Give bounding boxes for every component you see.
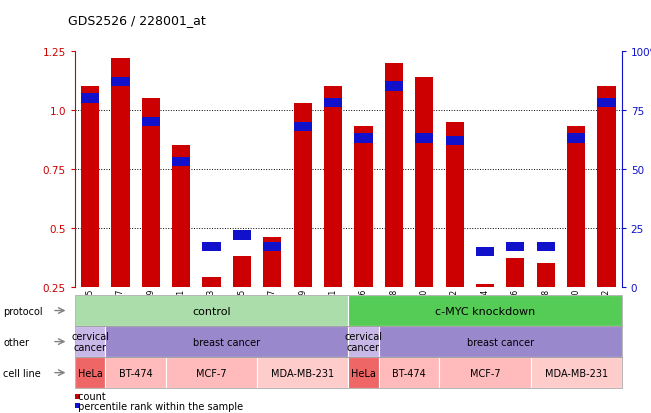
Text: BT-474: BT-474: [118, 368, 152, 378]
Bar: [294, 122, 312, 132]
Bar: [81, 94, 99, 103]
Bar: [142, 99, 160, 346]
Bar: [354, 134, 372, 143]
Text: HeLa: HeLa: [77, 368, 102, 378]
Bar: [263, 242, 281, 252]
Text: c-MYC knockdown: c-MYC knockdown: [435, 306, 535, 316]
Text: MCF-7: MCF-7: [469, 368, 501, 378]
Text: MDA-MB-231: MDA-MB-231: [271, 368, 334, 378]
Bar: [294, 103, 312, 346]
Bar: [476, 285, 494, 346]
Bar: [536, 263, 555, 346]
Bar: [415, 134, 434, 143]
Text: percentile rank within the sample: percentile rank within the sample: [75, 401, 243, 411]
Text: count: count: [75, 392, 105, 401]
Bar: [476, 247, 494, 256]
Text: breast cancer: breast cancer: [193, 337, 260, 347]
Bar: [506, 259, 525, 346]
Bar: [233, 256, 251, 346]
Bar: [233, 230, 251, 240]
Text: cell line: cell line: [3, 368, 41, 378]
Text: protocol: protocol: [3, 306, 43, 316]
Text: BT-474: BT-474: [392, 368, 426, 378]
Bar: [506, 242, 525, 252]
Bar: [111, 59, 130, 346]
Bar: [172, 157, 190, 167]
Bar: [81, 87, 99, 346]
Text: other: other: [3, 337, 29, 347]
Bar: [598, 87, 616, 346]
Text: GDS2526 / 228001_at: GDS2526 / 228001_at: [68, 14, 206, 27]
Bar: [111, 78, 130, 87]
Text: MCF-7: MCF-7: [196, 368, 227, 378]
Bar: [536, 242, 555, 252]
Bar: [202, 278, 221, 346]
Bar: [172, 146, 190, 346]
Bar: [202, 242, 221, 252]
Bar: [385, 82, 403, 92]
Bar: [445, 136, 464, 146]
Text: HeLa: HeLa: [351, 368, 376, 378]
Text: MDA-MB-231: MDA-MB-231: [545, 368, 607, 378]
Bar: [598, 99, 616, 108]
Bar: [354, 127, 372, 346]
Bar: [415, 78, 434, 346]
Bar: [263, 237, 281, 346]
Bar: [324, 87, 342, 346]
Text: cervical
cancer: cervical cancer: [344, 331, 383, 353]
Text: breast cancer: breast cancer: [467, 337, 534, 347]
Bar: [567, 127, 585, 346]
Bar: [445, 122, 464, 346]
Bar: [385, 64, 403, 346]
Bar: [567, 134, 585, 143]
Bar: [324, 99, 342, 108]
Text: cervical
cancer: cervical cancer: [71, 331, 109, 353]
Text: control: control: [192, 306, 231, 316]
Bar: [142, 118, 160, 127]
